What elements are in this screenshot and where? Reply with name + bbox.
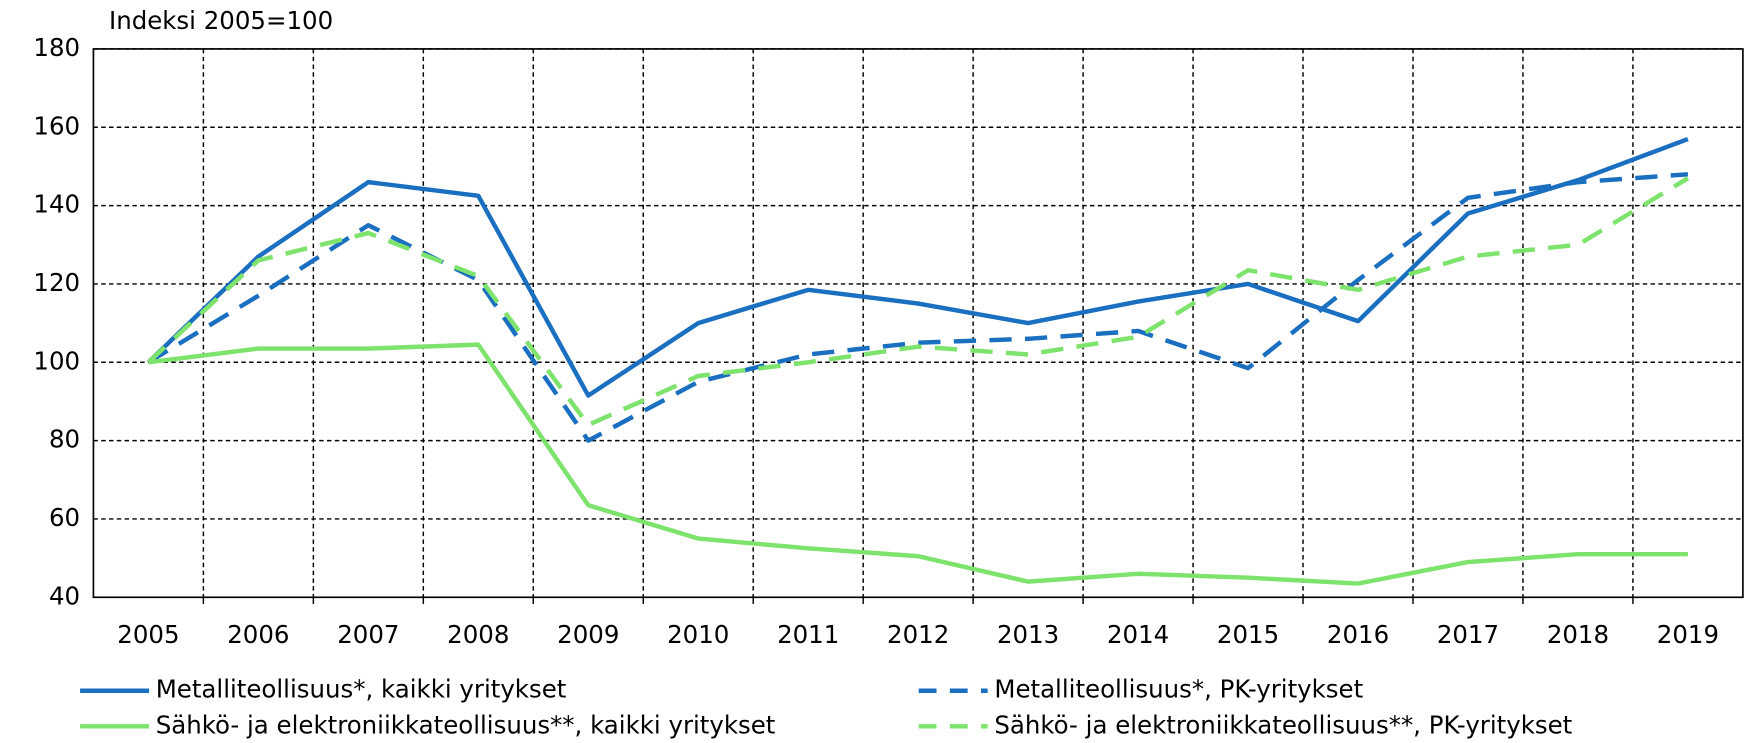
x-tick-label: 2010 [667, 620, 729, 649]
y-tick-label: 100 [33, 346, 80, 375]
y-tick-label: 180 [33, 33, 80, 62]
x-tick-label: 2015 [1217, 620, 1279, 649]
x-tick-label: 2011 [777, 620, 839, 649]
y-tick-label: 80 [49, 425, 80, 454]
legend-label: Metalliteollisuus*, kaikki yritykset [156, 675, 567, 704]
y-tick-label: 120 [33, 268, 80, 297]
legend-label: Sähkö- ja elektroniikkateollisuus**, PK-… [994, 710, 1572, 739]
x-tick-label: 2005 [117, 620, 179, 649]
x-tick-label: 2008 [447, 620, 509, 649]
y-tick-label: 40 [49, 581, 80, 610]
x-tick-label: 2013 [997, 620, 1059, 649]
x-tick-label: 2016 [1327, 620, 1389, 649]
series-line [146, 136, 1689, 398]
x-tick-label: 2019 [1657, 620, 1719, 649]
y-tick-label: 160 [33, 111, 80, 140]
series-line [146, 176, 1690, 428]
y-tick-label: 60 [49, 503, 80, 532]
y-axis-label: Indeksi 2005=100 [109, 6, 333, 35]
y-tick-label: 140 [33, 190, 80, 219]
x-tick-label: 2014 [1107, 620, 1169, 649]
legend-label: Sähkö- ja elektroniikkateollisuus**, kai… [156, 710, 776, 739]
legend-label: Metalliteollisuus*, PK-yritykset [994, 675, 1363, 704]
x-tick-label: 2012 [887, 620, 949, 649]
x-tick-label: 2018 [1547, 620, 1609, 649]
x-tick-label: 2009 [557, 620, 619, 649]
x-tick-label: 2017 [1437, 620, 1499, 649]
x-tick-label: 2006 [227, 620, 289, 649]
plot-frame [92, 48, 1744, 599]
x-tick-label: 2007 [337, 620, 399, 649]
series-line [147, 172, 1689, 443]
series-line [148, 342, 1688, 586]
